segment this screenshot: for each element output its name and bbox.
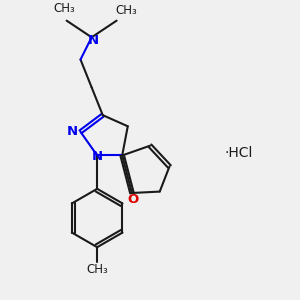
Text: CH₃: CH₃ <box>86 263 108 276</box>
Text: ·HCl: ·HCl <box>225 146 253 160</box>
Text: CH₃: CH₃ <box>116 4 137 17</box>
Text: N: N <box>67 125 78 138</box>
Text: O: O <box>128 193 139 206</box>
Text: N: N <box>92 150 103 163</box>
Text: N: N <box>88 34 99 46</box>
Text: CH₃: CH₃ <box>53 2 75 15</box>
